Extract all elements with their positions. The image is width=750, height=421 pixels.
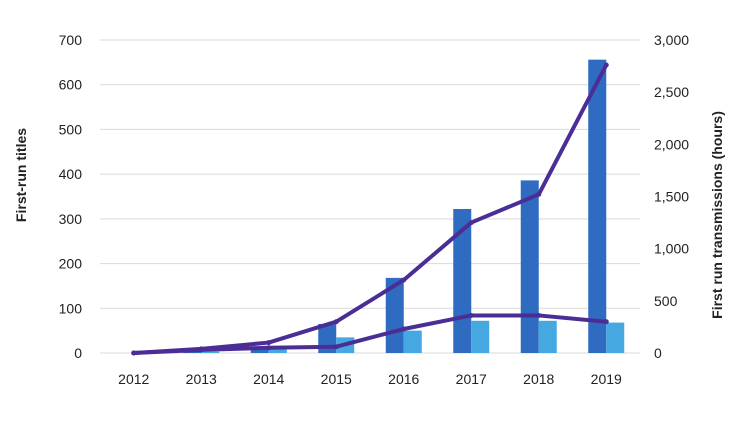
y2-tick-label: 1,000	[654, 241, 689, 257]
line-point	[333, 344, 339, 350]
axes: 0 100 200 300 400 500 600 700 0 500 1,000 1,500 2,00…	[59, 32, 690, 387]
series-line	[131, 313, 609, 355]
y2-tick-label: 2,000	[654, 136, 689, 152]
line-point	[198, 347, 204, 353]
x-tick-label: 2017	[456, 371, 487, 387]
line-point	[603, 319, 609, 325]
line-point	[401, 326, 407, 332]
bars	[183, 59, 625, 353]
y2-tick-label: 2,500	[654, 84, 689, 100]
bar	[268, 348, 287, 353]
x-tick-label: 2014	[253, 371, 284, 387]
x-tick-label: 2013	[186, 371, 217, 387]
y-tick-label: 400	[59, 166, 83, 182]
y-tick-label: 0	[74, 345, 82, 361]
y-tick-label: 200	[59, 256, 83, 272]
line-point	[401, 277, 407, 283]
x-tick-label: 2012	[118, 371, 149, 387]
y-tick-label: 600	[59, 77, 83, 93]
bar	[403, 330, 422, 353]
line-point	[131, 350, 137, 356]
line-point	[266, 340, 272, 346]
bar	[471, 320, 490, 353]
y2-tick-label: 0	[654, 345, 662, 361]
y-tick-label: 500	[59, 121, 83, 137]
x-tick-label: 2015	[321, 371, 352, 387]
bar	[520, 180, 539, 353]
y2-tick-label: 500	[654, 293, 678, 309]
y-tick-label: 300	[59, 211, 83, 227]
gridlines	[100, 39, 640, 354]
line-point	[266, 345, 272, 351]
line-point	[536, 312, 542, 318]
bar	[588, 59, 607, 353]
line-point	[536, 191, 542, 197]
x-tick-label: 2019	[591, 371, 622, 387]
bar	[201, 351, 220, 353]
x-tick-label: 2016	[388, 371, 419, 387]
y2-tick-label: 3,000	[654, 32, 689, 48]
x-tick-label: 2018	[523, 371, 554, 387]
bar	[538, 320, 557, 353]
bar	[606, 322, 625, 353]
line-point	[468, 220, 474, 226]
line-point	[603, 62, 609, 68]
y2-tick-label: 1,500	[654, 189, 689, 205]
y-tick-label: 100	[59, 300, 83, 316]
y-tick-label: 700	[59, 32, 83, 48]
y2-axis-title: First run transmissions (hours)	[709, 111, 725, 319]
lines	[131, 62, 609, 356]
line-point	[468, 312, 474, 318]
line-point	[333, 319, 339, 325]
y-axis-title: First-run titles	[13, 128, 29, 222]
